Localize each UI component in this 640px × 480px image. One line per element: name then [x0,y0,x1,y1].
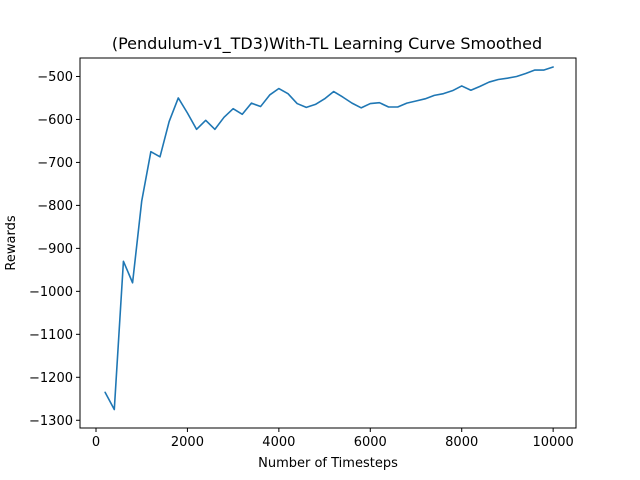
x-tick-label: 8000 [445,435,478,450]
y-tick-label: −600 [37,113,73,128]
y-tick-label: −900 [37,242,73,257]
chart-title: (Pendulum-v1_TD3)With-TL Learning Curve … [112,34,542,54]
series-line [104,66,554,411]
y-tick-label: −1300 [29,414,73,429]
y-tick-label: −700 [37,156,73,171]
x-tick-label: 10000 [532,435,573,450]
y-tick-label: −1200 [29,371,73,386]
y-tick-label: −800 [37,199,73,214]
x-tick-label: 0 [92,435,100,450]
y-axis-label: Rewards [4,215,19,270]
plot-frame [79,57,577,429]
y-axis-ticks: −1300 −1200 −1100 −1000 −900 −800 −700 −600 −500 [29,70,80,429]
y-tick-label: −1100 [29,328,73,343]
x-axis-ticks: 0 2000 4000 6000 8000 10000 [92,428,574,450]
x-tick-label: 2000 [171,435,204,450]
y-tick-label: −1000 [29,285,73,300]
plot-series [104,66,554,411]
x-tick-label: 4000 [262,435,295,450]
x-axis-label: Number of Timesteps [258,456,398,471]
y-tick-label: −500 [37,70,73,85]
x-tick-label: 6000 [354,435,387,450]
